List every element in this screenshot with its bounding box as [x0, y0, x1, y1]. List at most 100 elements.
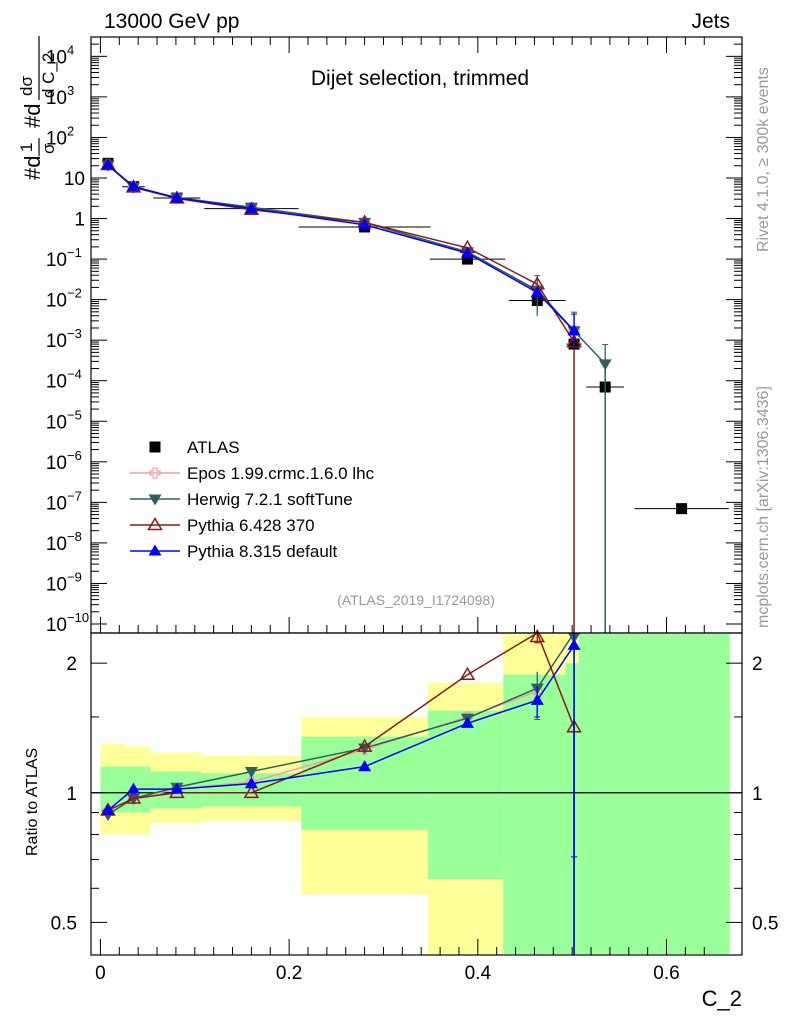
- legend-label-atlas: ATLAS: [187, 438, 240, 457]
- ylabel-denominator-2: d C_2: [39, 53, 58, 98]
- series-line-pythia-8-315-default: [107, 164, 575, 332]
- main-y-tick-label: 10: [46, 372, 67, 393]
- point-pythia-8-315-default: [170, 191, 184, 203]
- x-tick-label: 0: [95, 963, 106, 984]
- main-y-tick-label: 10: [46, 534, 67, 555]
- main-y-tick-exponent: −6: [67, 448, 82, 463]
- main-y-tick-label: 10: [46, 453, 67, 474]
- ylabel-numerator-2: dσ: [17, 76, 36, 96]
- ratio-y-axis-label: Ratio to ATLAS: [24, 748, 41, 856]
- main-y-tick-exponent: 4: [67, 42, 74, 57]
- main-y-tick-exponent: −5: [67, 407, 82, 422]
- point-pythia-8-315-default: [460, 246, 474, 258]
- main-y-tick-exponent: −9: [67, 569, 82, 584]
- main-y-tick-exponent: −1: [67, 245, 82, 260]
- main-y-tick-exponent: −7: [67, 488, 82, 503]
- plot-title: Dijet selection, trimmed: [311, 67, 529, 90]
- point-pythia-8-315-default: [530, 285, 544, 298]
- header-process-label: Jets: [691, 10, 730, 33]
- main-y-axis-label: #d 1 σ #d dσ d C_2: [17, 36, 58, 180]
- ratio-line-pythia-6-428-370: [107, 631, 575, 955]
- ratio-y-tick-label: 0.5: [51, 913, 77, 934]
- ratio-y-tick-label-right: 1: [752, 784, 763, 805]
- main-y-tick-label: 10: [64, 169, 85, 190]
- main-y-tick-label: 10: [46, 615, 67, 636]
- main-y-tick-label: 10: [46, 88, 67, 109]
- ratio-point-pythia-8-315-default: [244, 777, 258, 789]
- point-pythia-8-315-default: [358, 218, 372, 230]
- point-pythia-8-315-default: [126, 179, 140, 191]
- ratio-line-herwig-7-2-1-softtune: [107, 632, 575, 816]
- main-y-tick-label: 10: [46, 331, 67, 352]
- ratio-point-pythia-8-315-default: [170, 782, 184, 794]
- ratio-y-tick-label-right: 0.5: [752, 913, 778, 934]
- point-pythia-8-315-default: [244, 202, 258, 214]
- main-y-tick-label: 10: [46, 574, 67, 595]
- ratio-point-pythia-8-315-default: [460, 716, 474, 728]
- ratio-band-green: [100, 766, 126, 813]
- main-y-tick-exponent: −2: [67, 286, 82, 301]
- legend-marker-herwig-7-2-1-softtune: [148, 494, 162, 506]
- svg-text:#d: #d: [20, 104, 45, 128]
- chart-marks: [100, 156, 729, 955]
- ratio-point-pythia-8-315-default: [567, 638, 581, 650]
- x-axis-label: C_2: [702, 986, 742, 1011]
- main-y-tick-label: 10: [46, 47, 67, 68]
- main-y-tick-exponent: −10: [67, 610, 89, 625]
- svg-text:#d: #d: [20, 156, 45, 180]
- main-y-tick-exponent: 3: [67, 83, 74, 98]
- ratio-point-pythia-8-315-default: [358, 760, 372, 772]
- ratio-point-pythia-6-428-370: [529, 629, 546, 643]
- main-y-tick-exponent: 2: [67, 123, 74, 138]
- ratio-point-pythia-6-428-370: [243, 784, 260, 799]
- main-y-tick-label: 1: [74, 210, 85, 231]
- mcplots-label: mcplots.cern.ch [arXiv:1306.3436]: [755, 386, 772, 628]
- main-y-tick-exponent: −8: [67, 529, 82, 544]
- main-y-tick-label: 10: [46, 493, 67, 514]
- main-y-tick-label: 10: [46, 412, 67, 433]
- legend-marker-epos-1-99-crmc-1-6-0-lhc: [149, 467, 161, 479]
- legend-label-pythia-8-315-default: Pythia 8.315 default: [187, 542, 338, 561]
- ratio-band-green: [427, 710, 504, 880]
- series-line-herwig-7-2-1-softtune: [107, 164, 606, 633]
- legend-label-herwig-7-2-1-softtune: Herwig 7.2.1 softTune: [187, 490, 353, 509]
- ratio-y-tick-label: 2: [66, 654, 77, 675]
- legend-marker-pythia-8-315-default: [148, 544, 162, 556]
- ratio-point-pythia-8-315-default: [101, 803, 115, 815]
- main-y-tick-exponent: −3: [67, 326, 82, 341]
- legend-marker-atlas: [149, 441, 161, 453]
- ylabel-denominator-1: σ: [39, 143, 58, 154]
- ratio-band-green: [565, 663, 579, 954]
- legend-label-epos-1-99-crmc-1-6-0-lhc: Epos 1.99.crmc.1.6.0 lhc: [187, 464, 375, 483]
- ratio-point-herwig-7-2-1-softtune: [244, 767, 258, 779]
- ratio-y-tick-label-right: 2: [752, 654, 763, 675]
- ratio-y-tick-label: 1: [66, 784, 77, 805]
- x-tick-label: 0.4: [465, 963, 492, 984]
- point-atlas: [461, 253, 473, 265]
- ratio-point-pythia-8-315-default: [126, 782, 140, 794]
- ratio-point-pythia-6-428-370: [125, 790, 142, 804]
- x-tick-label: 0.6: [653, 963, 679, 984]
- legend-marker-pythia-6-428-370: [147, 517, 163, 531]
- ratio-panel: 0 0.2 0.4 0.6 0.5 0.5 1 1 2 2: [51, 634, 778, 984]
- legend-label-pythia-6-428-370: Pythia 6.428 370: [187, 516, 315, 535]
- point-pythia-8-315-default: [101, 158, 115, 170]
- point-pythia-8-315-default: [567, 324, 581, 336]
- ratio-plot-frame: [90, 632, 743, 956]
- ratio-point-pythia-6-428-370: [459, 666, 476, 681]
- main-y-tick-label: 10: [46, 128, 67, 149]
- rivet-version-label: Rivet 4.1.0, ≥ 300k events: [755, 67, 772, 252]
- legend: ATLAS Epos 1.99.crmc.1.6.0 lhc Herwig 7.2.…: [130, 438, 375, 561]
- main-y-tick-exponent: −4: [67, 367, 82, 382]
- analysis-tag: (ATLAS_2019_I1724098): [337, 592, 495, 608]
- header-energy-label: 13000 GeV pp: [104, 10, 239, 33]
- ylabel-numerator-1: 1: [17, 143, 36, 152]
- point-atlas: [676, 503, 688, 515]
- main-y-tick-label: 10: [46, 291, 67, 312]
- series-line-pythia-6-428-370: [107, 164, 575, 633]
- ratio-band-green: [578, 634, 730, 954]
- ratio-point-pythia-8-315-default: [530, 693, 544, 705]
- x-tick-label: 0.2: [276, 963, 302, 984]
